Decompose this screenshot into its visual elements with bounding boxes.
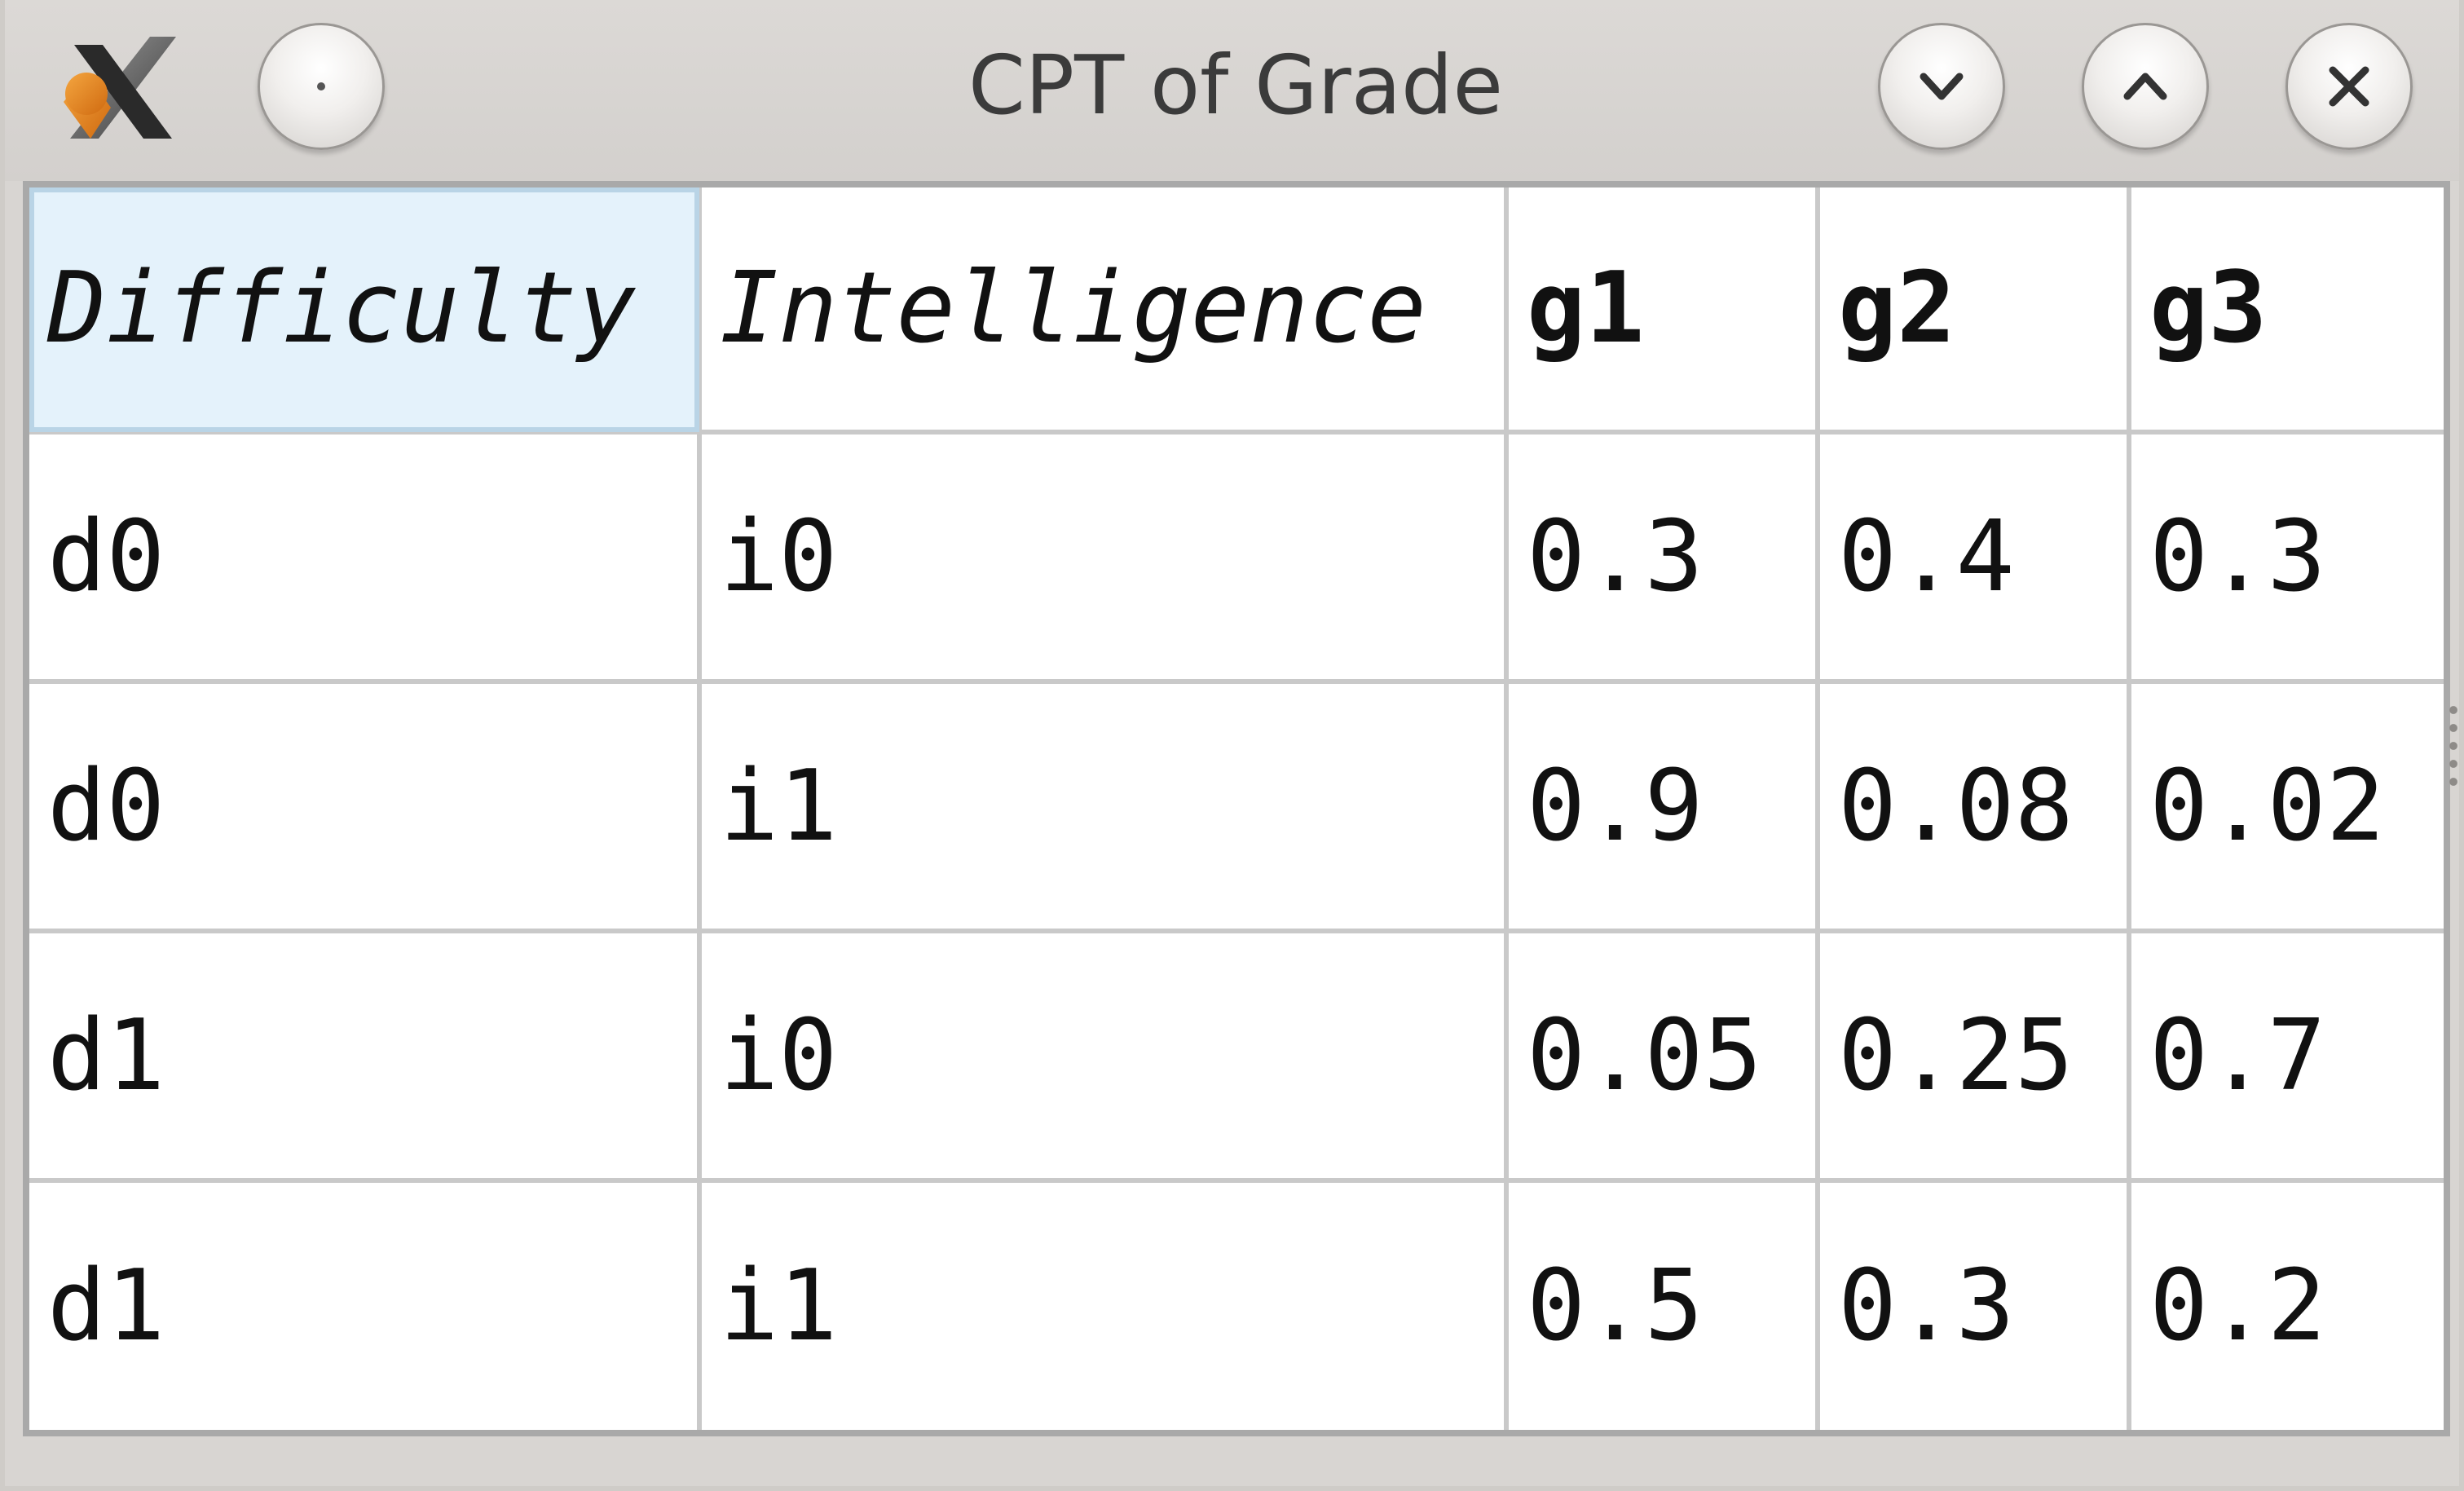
window-title: CPT of Grade [968, 37, 1504, 133]
maximize-button[interactable] [2082, 23, 2209, 150]
table-cell[interactable]: 0.02 [2127, 679, 2444, 933]
x-app-icon[interactable] [54, 16, 192, 155]
table-cell[interactable]: 0.3 [1504, 430, 1820, 684]
close-icon [2316, 54, 2382, 119]
table-cell[interactable]: 0.7 [2127, 929, 2444, 1183]
table-cell[interactable]: 0.4 [1815, 430, 2131, 684]
column-header-g3[interactable]: g3 [2127, 187, 2444, 435]
table-cell[interactable]: i1 [697, 1178, 1509, 1430]
title-bar[interactable]: CPT of Grade [5, 0, 2459, 181]
column-header-intelligence[interactable]: Intelligence [697, 187, 1509, 435]
table-row: d1 i1 0.5 0.3 0.2 [29, 1178, 2444, 1430]
window-menu-icon [313, 78, 329, 95]
table-cell[interactable]: d0 [29, 679, 702, 933]
table-cell[interactable]: i1 [697, 679, 1509, 933]
window-menu-button[interactable] [258, 23, 385, 150]
table-cell[interactable]: i0 [697, 929, 1509, 1183]
table-row: d0 i1 0.9 0.08 0.02 [29, 679, 2444, 933]
table-row: d0 i0 0.3 0.4 0.3 [29, 430, 2444, 684]
table-cell[interactable]: d0 [29, 430, 702, 684]
table-cell[interactable]: d1 [29, 929, 702, 1183]
column-header-g1[interactable]: g1 [1504, 187, 1820, 435]
chevron-down-icon [1909, 54, 1974, 119]
cpt-table-frame: Difficulty Intelligence g1 g2 g3 d0 i0 0… [23, 181, 2450, 1436]
table-cell[interactable]: 0.3 [1815, 1178, 2131, 1430]
table-cell[interactable]: i0 [697, 430, 1509, 684]
column-header-g2[interactable]: g2 [1815, 187, 2131, 435]
table-header-row: Difficulty Intelligence g1 g2 g3 [29, 187, 2444, 435]
close-button[interactable] [2285, 23, 2413, 150]
table-row: d1 i0 0.05 0.25 0.7 [29, 929, 2444, 1183]
chevron-up-icon [2113, 54, 2178, 119]
table-cell[interactable]: 0.9 [1504, 679, 1820, 933]
table-cell[interactable]: d1 [29, 1178, 702, 1430]
column-header-difficulty[interactable]: Difficulty [29, 187, 702, 435]
table-cell[interactable]: 0.5 [1504, 1178, 1820, 1430]
cpt-table: Difficulty Intelligence g1 g2 g3 d0 i0 0… [29, 187, 2444, 1430]
table-cell[interactable]: 0.3 [2127, 430, 2444, 684]
minimize-button[interactable] [1878, 23, 2005, 150]
table-cell[interactable]: 0.08 [1815, 679, 2131, 933]
table-cell[interactable]: 0.05 [1504, 929, 1820, 1183]
table-cell[interactable]: 0.25 [1815, 929, 2131, 1183]
table-cell[interactable]: 0.2 [2127, 1178, 2444, 1430]
resize-grip[interactable] [2448, 701, 2459, 791]
